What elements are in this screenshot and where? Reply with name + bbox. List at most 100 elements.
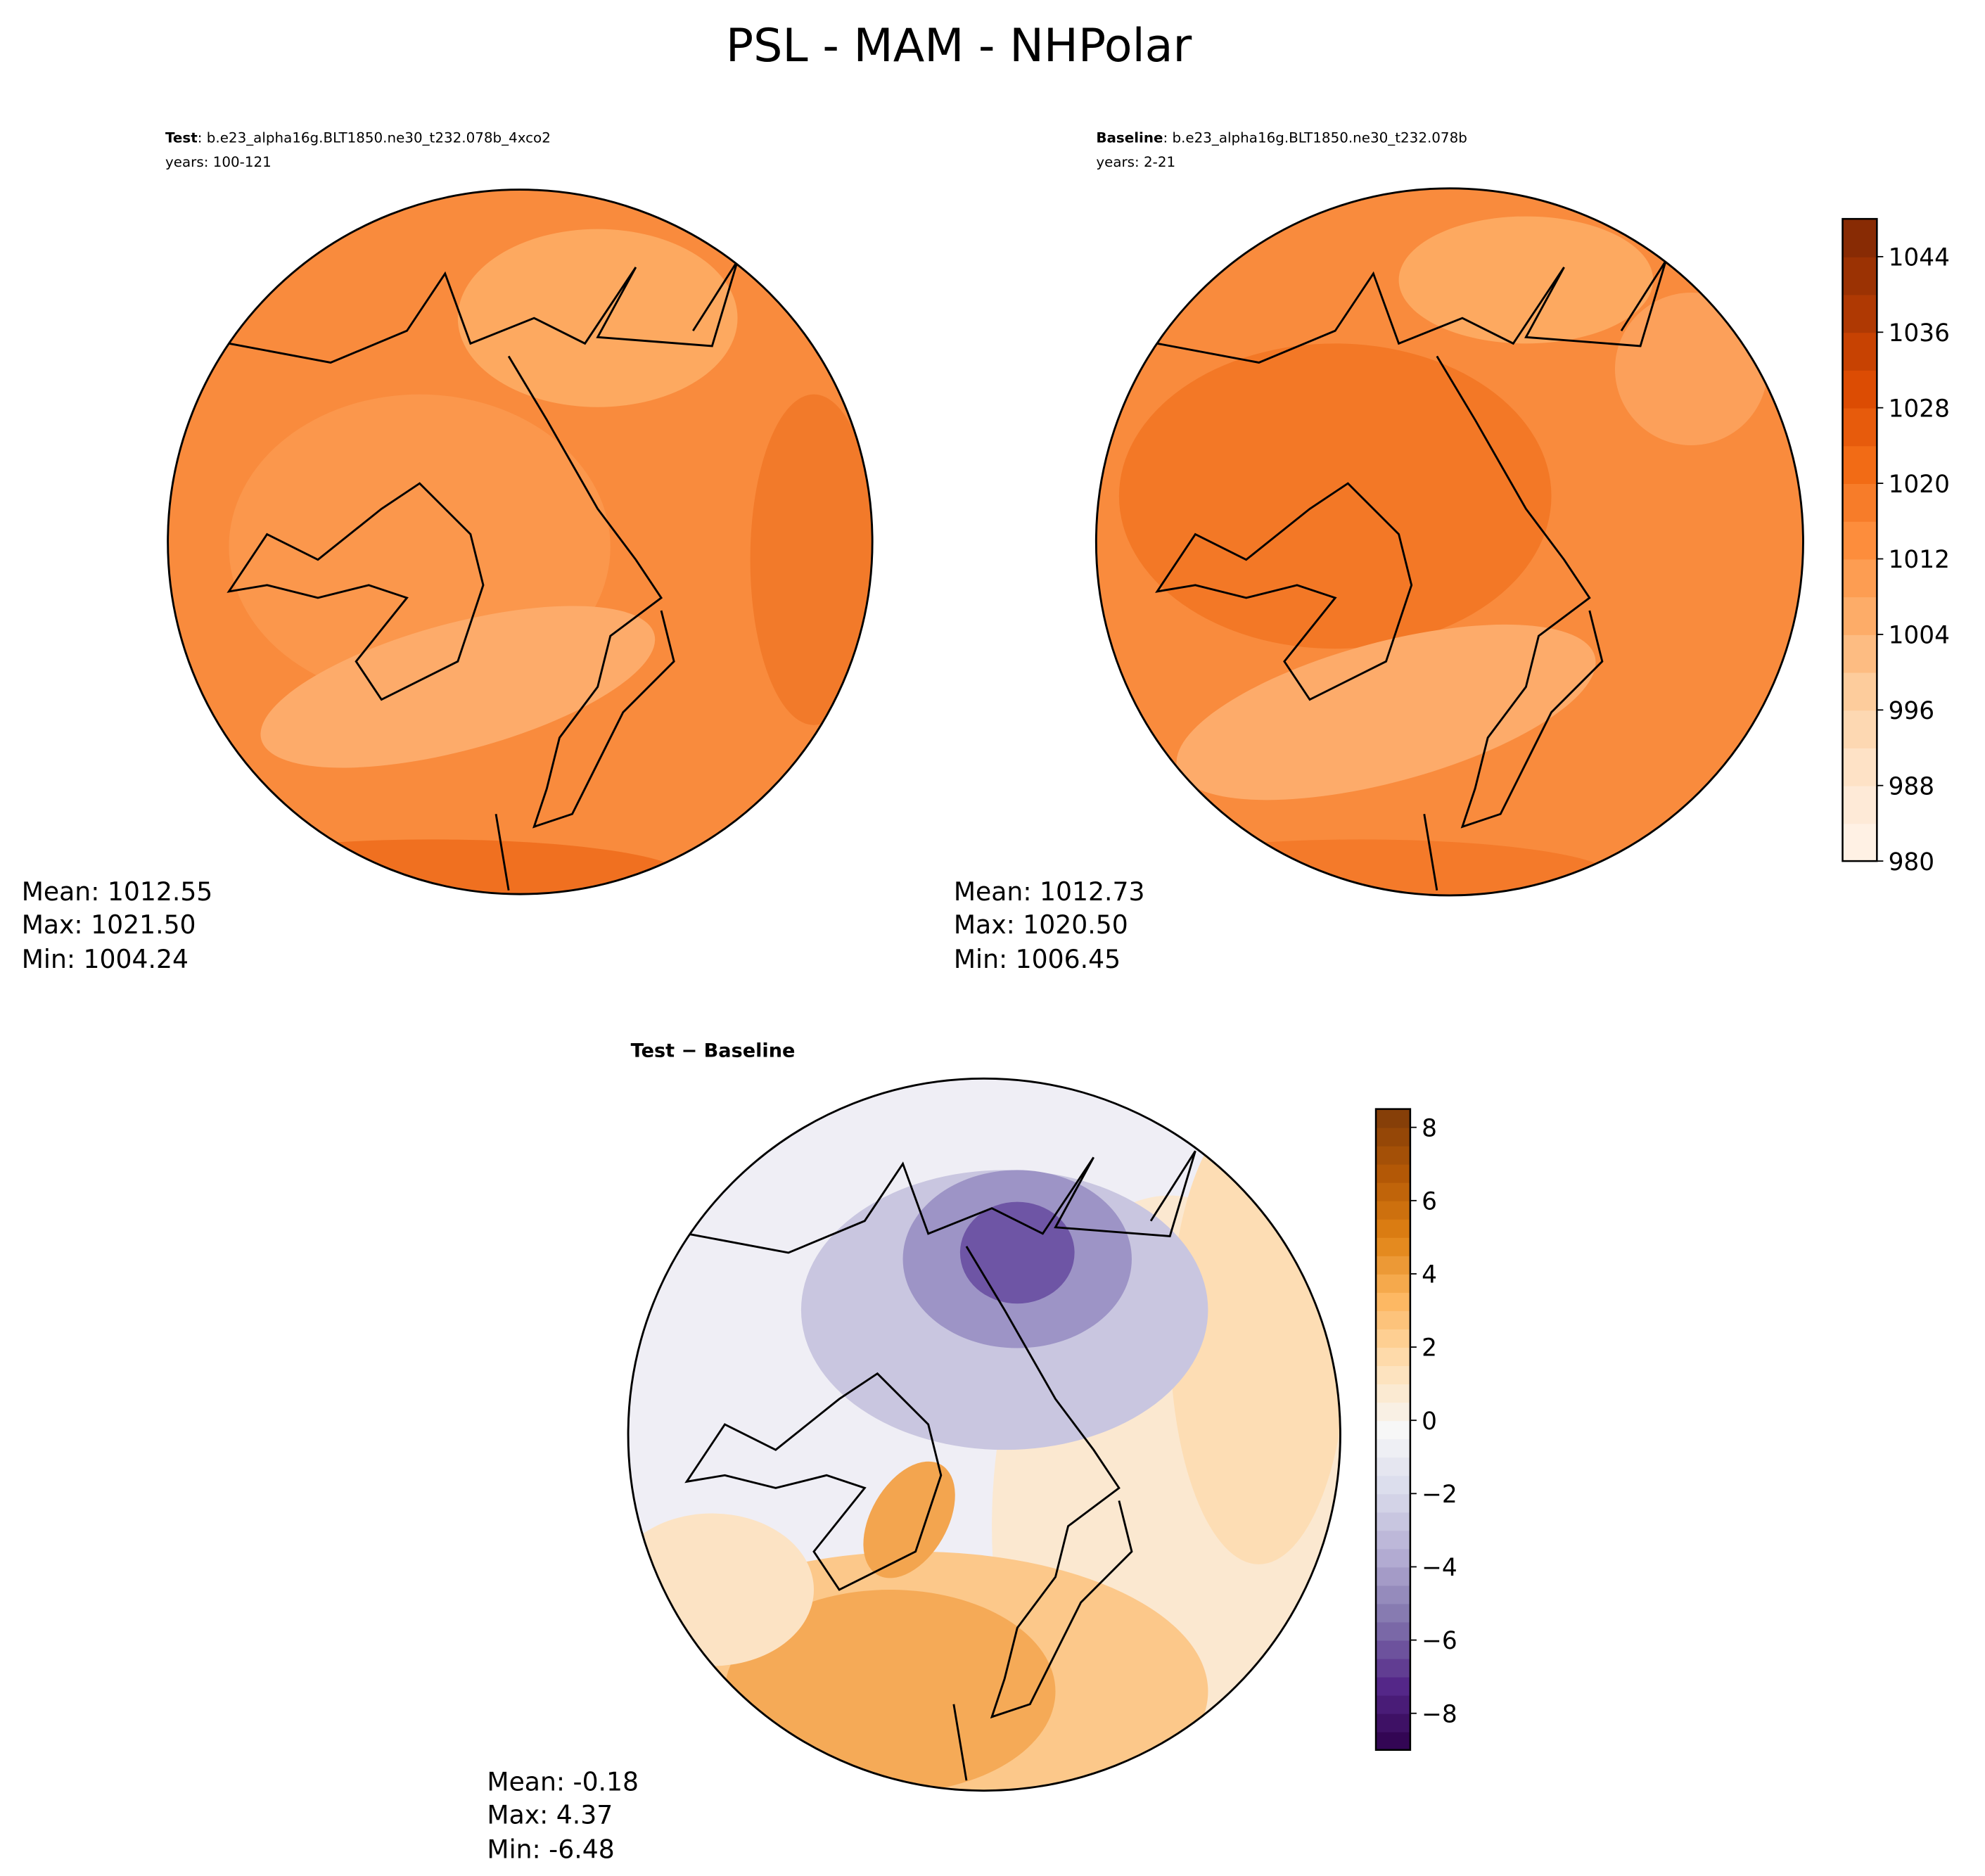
colorbar-band	[1376, 1676, 1410, 1696]
colorbars: 980 988 996 1004 1012 1020 1028 1036 1044 −8 −6 −4 −…	[1374, 217, 1950, 1751]
colorbar-band	[1842, 823, 1877, 862]
map-border	[627, 1077, 1341, 1792]
colorbar-band	[1376, 1273, 1410, 1293]
colorbar-band	[1376, 1621, 1410, 1641]
colorbar-tick-label: 1004	[1889, 622, 1950, 650]
map	[1096, 188, 1804, 895]
colorbar-band	[1376, 1640, 1410, 1659]
colorbar-band	[1376, 1566, 1410, 1586]
colorbar-band	[1376, 1218, 1410, 1238]
map-border	[167, 189, 874, 895]
colorbar-band	[1842, 710, 1877, 748]
colorbar-band	[1376, 1182, 1410, 1201]
colorbar-tick-label: −2	[1422, 1481, 1457, 1509]
case-label: Baseline	[1096, 130, 1163, 146]
case-label: Test	[165, 130, 198, 146]
colorbar-tick-label: 988	[1889, 772, 1935, 800]
colorbar-band	[1376, 1457, 1410, 1476]
panel-subtitle: Test: b.e23_alpha16g.BLT1850.ne30_t232.0…	[165, 130, 551, 146]
map	[167, 189, 873, 895]
stats: Mean: 1012.73 Max: 1020.50 Min: 1006.45	[954, 876, 1145, 974]
colorbar-tick-label: −8	[1422, 1700, 1457, 1728]
colorbar-tick-label: 1028	[1889, 395, 1950, 423]
colorbar-band	[1376, 1237, 1410, 1256]
colorbar-band	[1376, 1512, 1410, 1531]
colorbar-band	[1376, 1731, 1410, 1751]
panel-subtitle: Baseline: b.e23_alpha16g.BLT1850.ne30_t2…	[1096, 130, 1467, 146]
colorbar-tick-label: 8	[1422, 1114, 1437, 1142]
colorbar-band	[1376, 1603, 1410, 1623]
stats: Mean: 1012.55 Max: 1021.50 Min: 1004.24	[22, 876, 213, 974]
colorbar-tick-label: 1012	[1889, 546, 1950, 574]
colorbar-band	[1376, 1548, 1410, 1568]
colorbar-tick-label: 1036	[1889, 319, 1950, 347]
colorbar-band	[1376, 1109, 1410, 1128]
years: years: 2-21	[1096, 154, 1175, 170]
colorbar-band	[1842, 748, 1877, 786]
colorbar-tick-label: 996	[1889, 697, 1935, 725]
colorbar-frame	[1842, 217, 1878, 862]
case-name: : b.e23_alpha16g.BLT1850.ne30_t232.078b	[1163, 130, 1467, 146]
colorbar-band	[1376, 1145, 1410, 1165]
colorbar-band	[1376, 1291, 1410, 1311]
stat: Min: 1006.45	[954, 944, 1121, 974]
colorbar-band	[1842, 256, 1877, 295]
colorbar-band	[1842, 332, 1877, 371]
colorbar-band	[1376, 1127, 1410, 1147]
colorbar-band	[1376, 1493, 1410, 1513]
colorbar-tick-label: 1044	[1889, 244, 1950, 272]
colorbar-band	[1376, 1420, 1410, 1440]
colorbar-tick-label: 980	[1889, 848, 1935, 876]
colorbar-band	[1376, 1365, 1410, 1385]
colorbar-band	[1376, 1475, 1410, 1495]
colorbar-band	[1842, 219, 1877, 257]
colorbar-band	[1376, 1310, 1410, 1329]
colorbar-band	[1376, 1200, 1410, 1220]
colorbar-band	[1376, 1695, 1410, 1714]
colorbar-tick-label: 1020	[1889, 471, 1950, 499]
colorbar-tick-label: −6	[1422, 1627, 1457, 1655]
colorbar-band	[1376, 1329, 1410, 1348]
colorbar-band	[1376, 1255, 1410, 1275]
colorbar-tick-label: 4	[1422, 1261, 1437, 1289]
colorbar-band	[1376, 1384, 1410, 1403]
stat: Min: 1004.24	[22, 944, 189, 974]
stat: Mean: 1012.55	[22, 876, 213, 907]
panel-title: Test − Baseline	[631, 1040, 796, 1062]
stats: Mean: -0.18 Max: 4.37 Min: -6.48	[487, 1767, 639, 1865]
colorbar-tick-label: −4	[1422, 1554, 1457, 1582]
colorbar-band	[1842, 294, 1877, 333]
colorbar-band	[1376, 1530, 1410, 1550]
colorbar-band	[1842, 483, 1877, 522]
colorbar-band	[1842, 559, 1877, 598]
colorbar-band	[1376, 1658, 1410, 1678]
colorbar-tick-label: 0	[1422, 1408, 1437, 1436]
stat: Mean: 1012.73	[954, 876, 1145, 907]
colorbar-band	[1376, 1402, 1410, 1422]
colorbar-band	[1842, 369, 1877, 409]
colorbar-band	[1842, 407, 1877, 447]
colorbar-band	[1376, 1713, 1410, 1733]
colorbar-band	[1842, 596, 1877, 635]
figure-title: PSL - MAM - NHPolar	[726, 20, 1192, 72]
colorbar-band	[1376, 1163, 1410, 1183]
colorbar-band	[1842, 785, 1877, 824]
colorbar-band	[1376, 1347, 1410, 1367]
colorbar-band	[1376, 1438, 1410, 1458]
years: years: 100-121	[165, 154, 272, 170]
colorbar-frame	[1374, 1108, 1412, 1751]
colorbar-band	[1376, 1585, 1410, 1604]
colorbar-tick-label: 6	[1422, 1187, 1437, 1215]
colorbar-band	[1842, 634, 1877, 673]
colorbar-band	[1842, 445, 1877, 485]
stat: Mean: -0.18	[487, 1767, 639, 1797]
colorbar-band	[1842, 521, 1877, 560]
colorbar-tick-label: 2	[1422, 1334, 1437, 1363]
colorbar-band	[1842, 672, 1877, 711]
case-name: : b.e23_alpha16g.BLT1850.ne30_t232.078b_…	[198, 130, 551, 146]
map-border	[1094, 187, 1804, 897]
stat: Max: 1021.50	[22, 910, 196, 940]
stat: Min: -6.48	[487, 1834, 614, 1864]
stat: Max: 4.37	[487, 1800, 613, 1830]
